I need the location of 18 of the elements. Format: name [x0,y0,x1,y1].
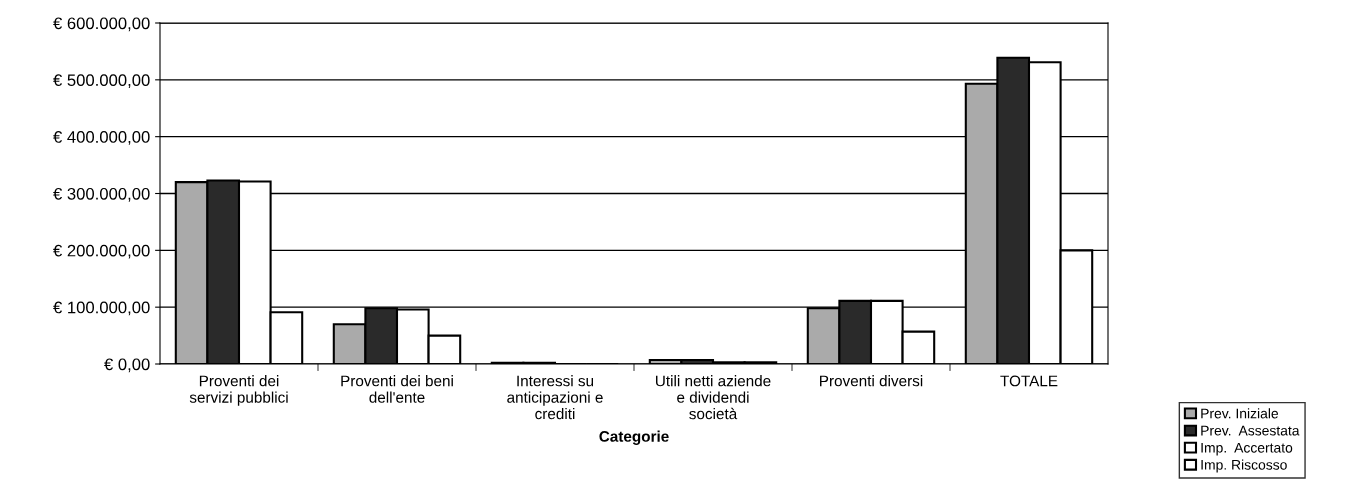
legend-label: Imp. Riscosso [1201,459,1287,473]
y-tick-label: € 300.000,00 [53,187,150,202]
x-tick-label: Proventi dei servizi pubblici [189,375,288,406]
y-tick-label: € 500.000,00 [53,74,150,89]
legend-label: Imp. Accertato [1201,442,1293,456]
legend-label: Prev. Iniziale [1201,408,1279,419]
x-tick-label: Proventi diversi [820,375,923,387]
x-tick-label: TOTALE [1000,375,1058,387]
x-axis-title: Categorie [599,430,669,445]
y-tick-label: € 100.000,00 [53,301,150,316]
legend-label: Prev. Assestata [1201,425,1300,436]
y-tick-label: € 400.000,00 [53,131,150,145]
y-tick-label: € 600.000,00 [53,17,150,32]
y-tick-label: € 0,00 [104,358,150,373]
x-tick-label: Utili netti aziende e dividendi società [656,375,771,420]
x-tick-label: Interessi su anticipazioni e crediti [507,375,603,420]
x-tick-label: Proventi dei beni dell'ente [341,375,453,403]
y-tick-label: € 200.000,00 [53,244,150,259]
